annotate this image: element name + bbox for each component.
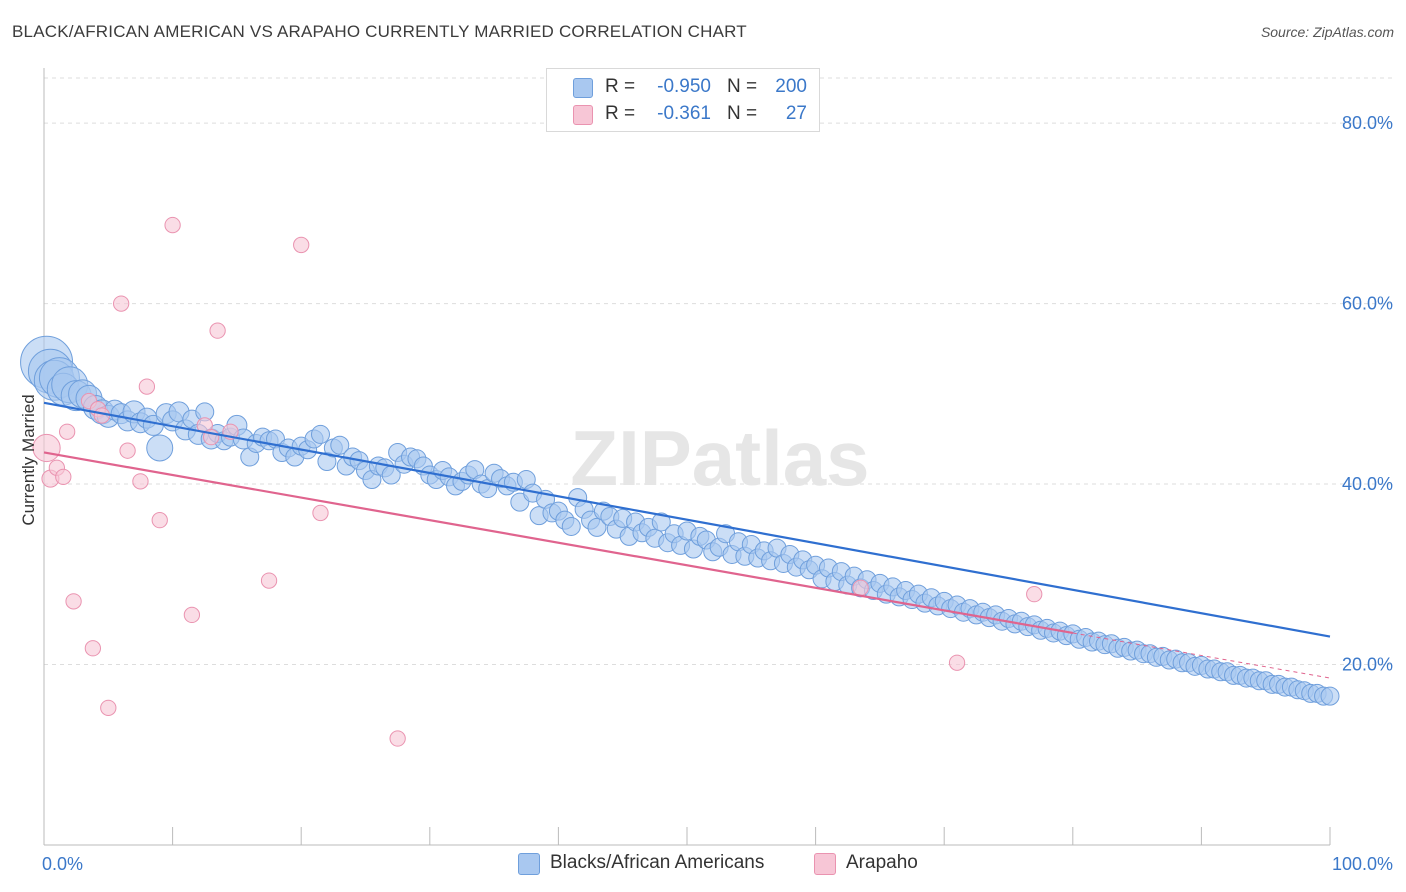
data-point-arapaho [1026, 585, 1043, 603]
bottom-legend-swatch-blue [518, 853, 540, 875]
data-point-arapaho [119, 442, 136, 459]
data-point-arapaho [164, 216, 181, 234]
data-point-arapaho [852, 579, 869, 596]
y-tick-label: 80.0% [1342, 113, 1393, 133]
data-point-blacks [330, 435, 350, 455]
legend-row-blacks: R = -0.950 N = 200 [547, 74, 819, 100]
data-point-blacks [310, 424, 330, 444]
trend-line-blacks [43, 401, 1331, 638]
data-point-arapaho [948, 654, 966, 671]
trend-line-arapaho-extension [1072, 632, 1331, 679]
data-point-blacks [1320, 686, 1340, 706]
legend-r-value: -0.950 [657, 76, 711, 97]
data-point-arapaho [312, 504, 329, 522]
data-point-arapaho [183, 606, 201, 624]
trend-line-arapaho [43, 451, 1073, 635]
x-tick-label-min: 0.0% [42, 854, 83, 874]
data-point-blacks [587, 517, 607, 537]
data-point-arapaho [138, 378, 156, 395]
data-point-arapaho [84, 640, 102, 657]
legend-r-label: R = [605, 103, 636, 124]
data-point-arapaho [260, 572, 278, 589]
data-point-blacks [146, 434, 174, 462]
y-tick-label: 60.0% [1342, 294, 1393, 314]
data-point-arapaho [65, 593, 82, 610]
data-point-arapaho [389, 730, 406, 747]
series-blacks-points [20, 335, 1340, 706]
data-point-arapaho [113, 295, 130, 312]
data-point-arapaho [293, 236, 310, 254]
legend-n-value: 27 [785, 103, 807, 124]
grid-lines [44, 77, 1392, 666]
data-point-arapaho [55, 468, 72, 485]
legend-swatch-blue [573, 78, 593, 98]
x-tick-label-max: 100.0% [1332, 854, 1393, 874]
y-axis-label: Currently Married [19, 394, 38, 525]
y-tick-label: 40.0% [1342, 474, 1393, 494]
data-point-arapaho [58, 423, 76, 440]
data-point-arapaho [132, 473, 149, 490]
data-point-arapaho [151, 512, 168, 529]
trend-lines [43, 401, 1331, 679]
data-point-blacks [651, 512, 671, 532]
legend-row-arapaho: R = -0.361 N = 27 [547, 101, 819, 127]
legend-r-value: -0.361 [657, 103, 711, 124]
data-point-arapaho [93, 407, 111, 424]
legend-n-label: N = [727, 103, 758, 124]
y-tick-label: 20.0% [1342, 655, 1393, 675]
bottom-legend-label-arapaho: Arapaho [846, 852, 918, 873]
chart-source: Source: ZipAtlas.com [1260, 24, 1394, 40]
tick-labels: 20.0% 40.0% 60.0% 80.0% 0.0% 100.0% [42, 113, 1393, 874]
data-point-blacks [510, 492, 530, 512]
bottom-legend-swatch-pink [814, 853, 836, 875]
correlation-legend: R = -0.950 N = 200 R = -0.361 N = 27 [546, 68, 820, 132]
legend-n-value: 200 [775, 76, 807, 97]
legend-n-label: N = [727, 76, 758, 97]
data-point-arapaho [209, 322, 226, 339]
bottom-legend-label-blacks: Blacks/African Americans [550, 852, 765, 873]
chart-title: BLACK/AFRICAN AMERICAN VS ARAPAHO CURREN… [12, 22, 747, 41]
data-point-arapaho [100, 699, 117, 716]
data-point-blacks [561, 516, 581, 536]
legend-swatch-pink [573, 105, 593, 125]
watermark: ZIPatlas [570, 414, 869, 502]
series-arapaho-points [32, 216, 1043, 747]
legend-r-label: R = [605, 76, 636, 97]
